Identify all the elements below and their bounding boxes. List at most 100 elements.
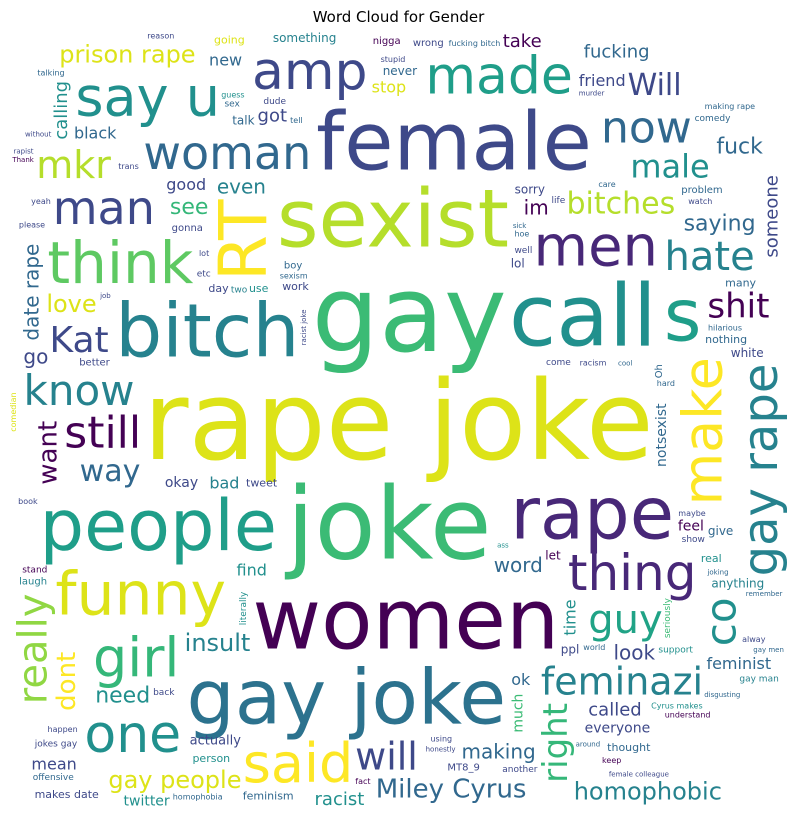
cloud-word: bitches bbox=[567, 187, 676, 222]
cloud-word: something bbox=[273, 32, 337, 45]
cloud-word: fact bbox=[355, 777, 370, 786]
cloud-word: even bbox=[217, 175, 266, 199]
cloud-word: murder bbox=[579, 89, 605, 97]
cloud-word: call bbox=[509, 266, 657, 366]
cloud-word: one bbox=[84, 705, 181, 765]
cloud-word: women bbox=[252, 570, 559, 668]
cloud-word: girl bbox=[93, 627, 179, 690]
cloud-word: fucking bitch bbox=[449, 39, 501, 48]
cloud-word: need bbox=[95, 683, 150, 708]
cloud-word: date rape bbox=[19, 244, 43, 341]
cloud-word: say u bbox=[75, 66, 220, 129]
cloud-word: Thank bbox=[11, 156, 34, 164]
cloud-word: MT8_9 bbox=[447, 763, 479, 774]
cloud-word: now bbox=[601, 103, 692, 154]
cloud-word: thing bbox=[568, 544, 697, 602]
cloud-word: said bbox=[243, 732, 354, 795]
chart-title: Word Cloud for Gender bbox=[312, 8, 485, 26]
cloud-word: better bbox=[79, 358, 110, 369]
cloud-word: disgusting bbox=[704, 691, 740, 699]
cloud-word: without bbox=[25, 130, 52, 138]
cloud-word: gay men bbox=[753, 646, 784, 654]
cloud-word: gay man bbox=[739, 675, 778, 685]
cloud-word: look bbox=[613, 641, 655, 665]
cloud-word: take bbox=[503, 32, 542, 52]
cloud-word: feminism bbox=[243, 789, 294, 802]
cloud-word: time bbox=[561, 599, 580, 635]
cloud-word: tweet bbox=[246, 477, 278, 490]
cloud-word: job bbox=[99, 292, 111, 300]
cloud-word: female colleague bbox=[609, 771, 669, 779]
cloud-word: etc bbox=[197, 269, 211, 279]
cloud-word: made bbox=[425, 47, 573, 107]
cloud-word: mkr bbox=[36, 143, 111, 187]
cloud-word: sexism bbox=[280, 271, 308, 280]
cloud-word: remember bbox=[746, 590, 783, 598]
cloud-word: offensive bbox=[33, 773, 74, 783]
cloud-word: rape bbox=[510, 471, 674, 555]
cloud-word: ass bbox=[497, 542, 509, 550]
cloud-word: hoe bbox=[514, 230, 529, 239]
cloud-word: let bbox=[545, 549, 561, 563]
cloud-word: want bbox=[33, 421, 63, 485]
cloud-word: black bbox=[74, 124, 117, 143]
cloud-word: co bbox=[696, 597, 745, 646]
cloud-word: anything bbox=[711, 577, 764, 591]
cloud-word: homophobia bbox=[173, 793, 223, 802]
cloud-word: right bbox=[536, 703, 576, 783]
cloud-word: homophobic bbox=[574, 777, 722, 805]
cloud-word: sexist bbox=[277, 173, 509, 266]
cloud-word: twitter bbox=[124, 794, 170, 810]
cloud-word: never bbox=[383, 64, 417, 78]
cloud-word: Cyrus makes bbox=[651, 701, 703, 710]
cloud-word: understand bbox=[665, 710, 711, 719]
cloud-word: im bbox=[524, 195, 549, 219]
cloud-word: men bbox=[534, 215, 659, 280]
cloud-word: yeah bbox=[31, 197, 51, 206]
cloud-word: wrong bbox=[413, 38, 444, 49]
cloud-word: work bbox=[282, 280, 309, 293]
cloud-word: bitch bbox=[115, 289, 299, 375]
cloud-word: will bbox=[355, 734, 418, 778]
cloud-word: gay joke bbox=[186, 653, 506, 742]
cloud-word: hate bbox=[665, 234, 755, 280]
cloud-word: racist bbox=[315, 789, 365, 810]
cloud-word: literally bbox=[239, 591, 249, 625]
cloud-word: stand bbox=[22, 566, 47, 576]
cloud-word: love bbox=[46, 290, 96, 318]
cloud-word: reason bbox=[147, 32, 174, 41]
cloud-word: male bbox=[630, 148, 709, 186]
cloud-word: real bbox=[701, 552, 722, 565]
cloud-word: stop bbox=[372, 78, 407, 97]
cloud-word: saying bbox=[684, 211, 756, 236]
cloud-word: life bbox=[552, 196, 566, 206]
cloud-word: Miley Cyrus bbox=[376, 775, 527, 805]
cloud-word: hilarious bbox=[708, 324, 742, 333]
cloud-word: everyone bbox=[585, 720, 651, 736]
cloud-word: fuck bbox=[716, 134, 763, 159]
cloud-word: still bbox=[64, 408, 141, 459]
cloud-word: mean bbox=[31, 755, 76, 774]
cloud-word: jokes gay bbox=[34, 740, 78, 750]
cloud-word: ok bbox=[511, 670, 531, 689]
cloud-word: female bbox=[316, 95, 592, 188]
cloud-word: nothing bbox=[705, 333, 747, 346]
cloud-word: well bbox=[514, 246, 532, 256]
cloud-word: around bbox=[576, 741, 601, 749]
cloud-word: make bbox=[672, 357, 735, 505]
cloud-word: feel bbox=[678, 518, 704, 534]
cloud-word: notsexist bbox=[654, 403, 670, 467]
cloud-word: s bbox=[664, 273, 702, 357]
cloud-word: prison rape bbox=[59, 40, 195, 68]
cloud-word: comedian bbox=[10, 392, 18, 431]
cloud-word: maybe bbox=[678, 509, 706, 518]
cloud-word: honestly bbox=[426, 745, 456, 753]
cloud-word: way bbox=[80, 454, 141, 489]
cloud-word: funny bbox=[55, 560, 226, 630]
cloud-word: racism bbox=[580, 359, 607, 368]
cloud-word: sorry bbox=[515, 183, 545, 197]
cloud-word: talk bbox=[232, 114, 254, 128]
cloud-word: guy bbox=[588, 597, 662, 643]
cloud-word: friend bbox=[579, 71, 626, 90]
cloud-word: people bbox=[40, 485, 277, 567]
